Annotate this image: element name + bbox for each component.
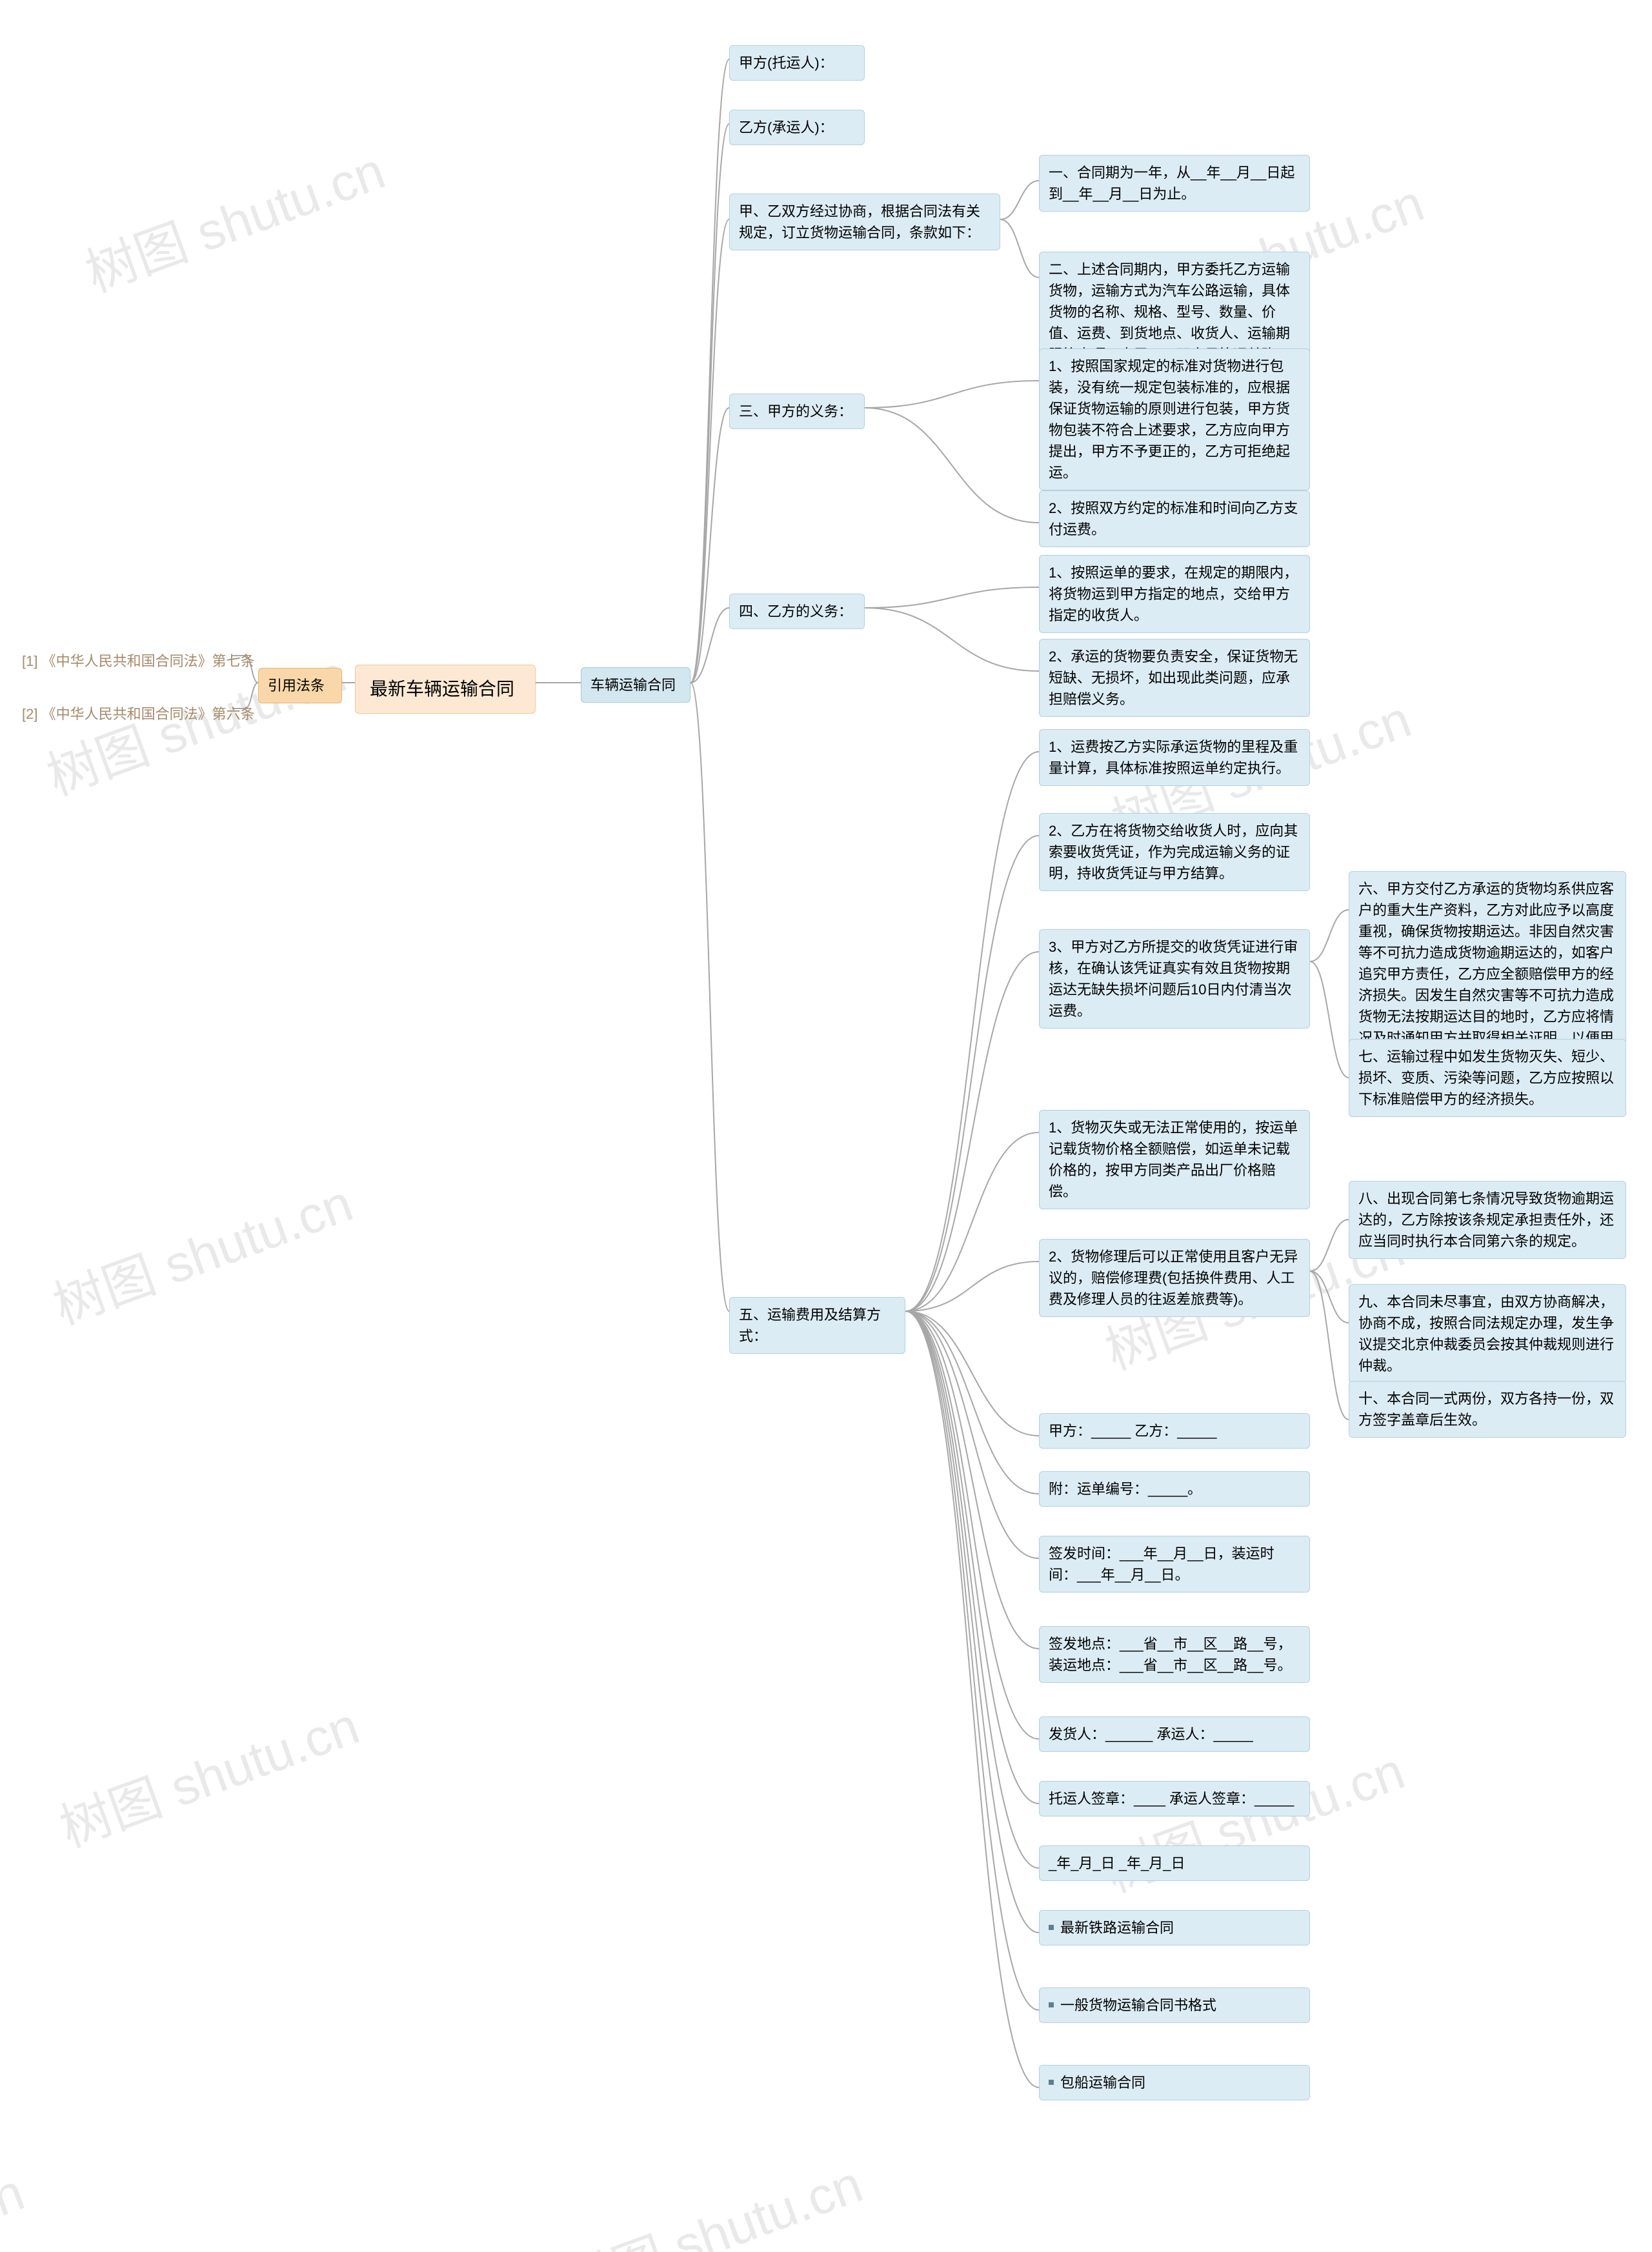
watermark: 树图 shutu.cn [74,130,394,307]
fees-item-9: 签发地点：___省__市__区__路__号，装运地点：___省__市__区__路… [1039,1626,1310,1683]
clause-1: 一、合同期为一年，从__年__月__日起到__年__月__日为止。 [1039,155,1310,212]
fees-deep-4-2: 十、本合同一式两份，双方各持一份，双方签字盖章后生效。 [1349,1381,1626,1438]
watermark: 树图 shutu.cn [552,2143,871,2252]
fees-item-2: 2、乙方在将货物交给收货人时，应向其索要收货凭证，作为完成运输义务的证明，持收货… [1039,813,1310,891]
fees-item-3: 3、甲方对乙方所提交的收货凭证进行审核，在确认该凭证真实有效且货物按期运达无缺失… [1039,929,1310,1029]
fees-item-5: 2、货物修理后可以正常使用且客户无异议的，赔偿修理费(包括换件费用、人工费及修理… [1039,1239,1310,1317]
section-party-a: 甲方(托运人)： [729,45,865,81]
section-party-b-duty: 四、乙方的义务： [729,594,865,629]
section-party-a-duty: 三、甲方的义务： [729,394,865,429]
section-preamble: 甲、乙双方经过协商，根据合同法有关规定，订立货物运输合同，条款如下： [729,194,1000,250]
fees-item-7: 附：运单编号：_____。 [1039,1471,1310,1507]
law-ref-1: [1] 《中华人民共和国合同法》第七条 [13,644,264,678]
watermark: 树图 shutu.cn [48,1685,368,1862]
fees-item-11: 托运人签章：____ 承运人签章：_____ [1039,1781,1310,1816]
fees-item-13: 最新铁路运输合同 [1039,1910,1310,1945]
connector-layer [0,0,1652,2252]
party-b-duty-2: 2、承运的货物要负责安全，保证货物无短缺、无损坏，如出现此类问题，应承担赔偿义务… [1039,639,1310,717]
fees-item-6: 甲方：_____ 乙方：_____ [1039,1413,1310,1449]
watermark: shutu.cn [0,2162,32,2252]
section-party-b: 乙方(承运人)： [729,110,865,145]
party-a-duty-2: 2、按照双方约定的标准和时间向乙方支付运费。 [1039,490,1310,547]
fees-item-8: 签发时间：___年__月__日，装运时间：___年__月__日。 [1039,1536,1310,1593]
fees-deep-4-1: 九、本合同未尽事宜，由双方协商解决，协商不成，按照合同法规定办理，发生争议提交北… [1349,1284,1626,1383]
fees-item-15: 包船运输合同 [1039,2065,1310,2100]
fees-item-1: 1、运费按乙方实际承运货物的里程及重量计算，具体标准按照运单约定执行。 [1039,729,1310,786]
party-a-duty-1: 1、按照国家规定的标准对货物进行包装，没有统一规定包装标准的，应根据保证货物运输… [1039,348,1310,490]
root-node: 最新车辆运输合同 [355,665,536,714]
party-b-duty-1: 1、按照运单的要求，在规定的期限内，将货物运到甲方指定的地点，交给甲方指定的收货… [1039,555,1310,633]
fees-item-4: 1、货物灭失或无法正常使用的，按运单记载货物价格全额赔偿，如运单未记载价格的，按… [1039,1110,1310,1209]
ref-law-node: 引用法条 [258,668,342,703]
fees-item-12: _年_月_日 _年_月_日 [1039,1845,1310,1881]
section-fees: 五、运输费用及结算方式： [729,1297,905,1354]
watermark: 树图 shutu.cn [42,1162,361,1340]
fees-item-10: 发货人：______ 承运人：_____ [1039,1716,1310,1752]
hub-node: 车辆运输合同 [581,667,690,703]
fees-deep-2-1: 七、运输过程中如发生货物灭失、短少、损坏、变质、污染等问题，乙方应按照以下标准赔… [1349,1039,1626,1117]
law-ref-2: [2] 《中华人民共和国合同法》第六条 [13,697,264,731]
fees-item-14: 一般货物运输合同书格式 [1039,1987,1310,2023]
fees-deep-4-0: 八、出现合同第七条情况导致货物逾期运达的，乙方除按该条规定承担责任外，还应当同时… [1349,1181,1626,1259]
